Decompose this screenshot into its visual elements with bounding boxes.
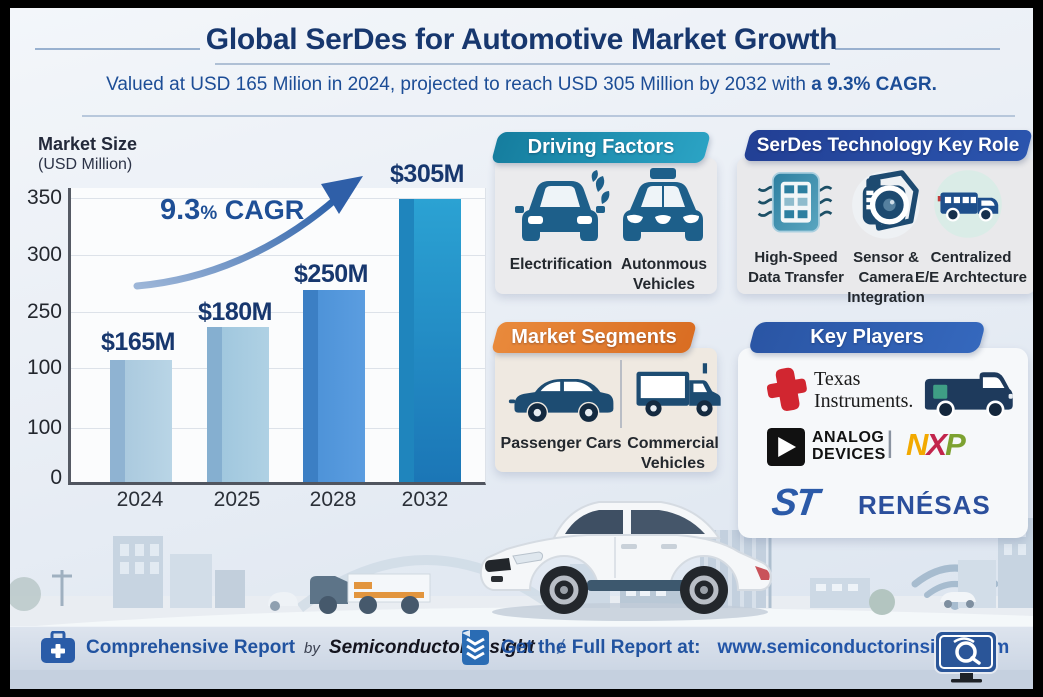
serdes-role-label: Centralized E/E Archtecture: [915, 249, 1027, 286]
y-axis-tick: 100: [26, 416, 62, 439]
electric-car-icon: [515, 170, 610, 241]
gridline: [71, 255, 485, 256]
segment-divider: [620, 360, 622, 428]
header-divider: [82, 115, 1015, 117]
footer-right-group: Get the Full Report at: www.semiconducto…: [458, 626, 1009, 670]
monitor-icon: [934, 630, 998, 683]
serdes-role-label: High-Speed Data Transfer: [748, 249, 844, 286]
serdes-key-role-banner: SerDes Technology Key Role: [742, 130, 1033, 161]
driving-factors-banner: Driving Factors: [490, 132, 712, 163]
delivery-van-icon: [924, 372, 1013, 419]
bar-2028: [303, 290, 365, 482]
sedan-icon: [508, 379, 614, 422]
key-players-title: Key Players: [810, 326, 924, 348]
bar-edge: [207, 327, 222, 482]
van-icon: [934, 170, 1002, 238]
driving-factor-label: Autonmous Vehicles: [620, 256, 708, 293]
footer-by: by: [304, 639, 320, 657]
footer-divider: /: [557, 636, 564, 659]
truck-icon: [636, 363, 721, 417]
market-segments-title: Market Segments: [511, 326, 677, 348]
gridline: [71, 312, 485, 313]
bar-2032: [399, 199, 461, 482]
bar-2025: [207, 327, 269, 482]
growth-arrow-icon: [133, 176, 363, 290]
bar-edge: [303, 290, 318, 482]
bar-2024: [110, 360, 172, 482]
footer-lower-strip: [10, 670, 1033, 689]
segment-label: Passenger Cars: [500, 435, 622, 452]
title-underline: [215, 63, 830, 65]
camera-icon: [852, 170, 920, 239]
bar-value-label: $305M: [390, 160, 464, 188]
footer-left-title: Comprehensive Report: [86, 637, 296, 658]
segment-label: Commercial Vehicles: [627, 435, 719, 472]
bar-edge: [110, 360, 125, 482]
cagr-annotation: 9.3% CAGR: [160, 194, 380, 227]
gridline: [71, 198, 485, 199]
y-axis-tick: 0: [50, 466, 62, 489]
subtitle-normal: Valued at USD 165 Milion in 2024, projec…: [106, 74, 812, 95]
autonomous-taxi-icon: [623, 168, 703, 241]
players-divider: |: [886, 426, 894, 459]
footer-right-title: Get the Full Report at:: [501, 637, 701, 658]
x-axis-label: 2024: [116, 488, 164, 511]
cagr-label: CAGR: [217, 195, 305, 225]
title-left-rule: [35, 48, 200, 50]
gridline: [71, 428, 485, 429]
infographic-canvas: Global SerDes for Automotive Market Grow…: [10, 8, 1033, 689]
x-axis-label: 2028: [309, 488, 357, 511]
chart-title: Market Size: [38, 134, 138, 154]
chart-unit-label: (USD Million): [38, 156, 133, 173]
y-axis-tick: 300: [26, 243, 62, 266]
market-segments-banner: Market Segments: [490, 322, 698, 353]
bar-chart-plot-area: [68, 188, 486, 485]
analog-devices-logo-icon: [767, 428, 805, 466]
title-right-rule: [835, 48, 1000, 50]
cagr-value: 9.3: [160, 194, 201, 226]
x-axis-label: 2032: [401, 488, 449, 511]
renesas-logo: RENÉSAS: [858, 490, 991, 520]
nxp-logo: NXP: [906, 427, 966, 462]
st-logo: ST: [769, 482, 820, 524]
footer-bar: [10, 626, 1033, 671]
subtitle-bold: a 9.3% CAGR.: [811, 74, 937, 95]
chip-icon: [757, 172, 833, 233]
driving-factors-title: Driving Factors: [527, 136, 675, 158]
cagr-percent: %: [200, 203, 218, 224]
briefcase-plus-icon: [41, 631, 75, 663]
bar-edge: [399, 199, 414, 482]
driving-factor-label: Electrification: [509, 256, 613, 273]
gridline: [71, 368, 485, 369]
serdes-role-label: Sensor & Camera Integration: [847, 249, 925, 306]
x-axis-label: 2025: [213, 488, 261, 511]
texas-instruments-label: Texas Instruments.: [814, 368, 914, 412]
bar-value-label: $165M: [101, 328, 175, 356]
bar-value-label: $180M: [198, 298, 272, 326]
y-axis-tick: 100: [26, 356, 62, 379]
subtitle: Valued at USD 165 Milion in 2024, projec…: [10, 74, 1033, 96]
report-document-icon: [462, 630, 489, 665]
texas-instruments-logo-icon: [766, 367, 807, 411]
bar-value-label: $250M: [294, 260, 368, 288]
serdes-key-role-title: SerDes Technology Key Role: [756, 135, 1020, 156]
y-axis-tick: 250: [26, 300, 62, 323]
key-players-banner: Key Players: [747, 322, 987, 353]
hero-car-illustration: [479, 501, 773, 621]
page-title: Global SerDes for Automotive Market Grow…: [205, 23, 838, 56]
y-axis-tick: 350: [26, 186, 62, 209]
analog-devices-label: ANALOG DEVICES: [812, 429, 886, 463]
